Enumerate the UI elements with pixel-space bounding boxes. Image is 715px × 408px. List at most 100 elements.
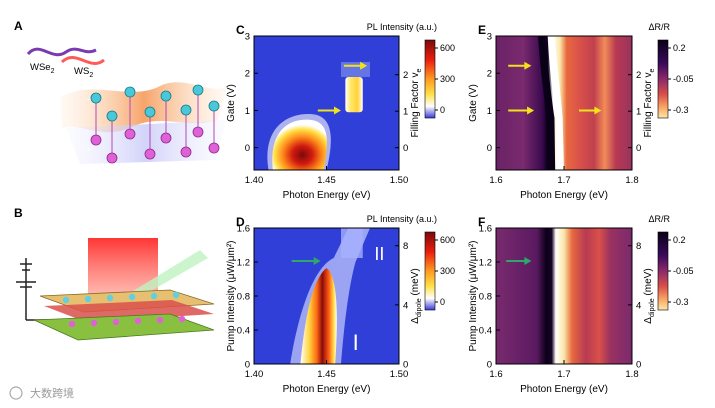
y-tick-label: 2 xyxy=(245,69,250,80)
arrow-filling-1-head xyxy=(527,106,535,115)
electron-dot xyxy=(84,295,92,303)
y2-tick-label: 1 xyxy=(636,107,641,118)
y-tick-label: 0 xyxy=(245,360,250,371)
colorbar-tick-label: 0.2 xyxy=(673,43,686,53)
electron-dot xyxy=(106,294,114,302)
y-tick-label: 1 xyxy=(245,106,250,117)
watermark-logo-icon xyxy=(9,386,23,400)
panel-label-c: C xyxy=(236,23,245,37)
hole-dot xyxy=(124,128,136,140)
y-tick-label: 1.2 xyxy=(479,258,492,269)
y2-label-text: Δ xyxy=(643,317,654,324)
y2-tick-label: 8 xyxy=(403,241,408,252)
colorbar-tick-label: -0.3 xyxy=(673,105,689,115)
heatmap-e xyxy=(496,36,632,170)
electron-dot xyxy=(160,90,172,102)
heatmap-f xyxy=(496,228,632,364)
pl-correlated-peak xyxy=(345,76,363,113)
colorbar-title: PL Intensity (a.u.) xyxy=(367,22,437,32)
pl-faint-peak xyxy=(341,228,363,258)
watermark: 大数跨境 xyxy=(9,386,74,400)
colorbar xyxy=(657,231,669,311)
hole-dot xyxy=(112,318,120,326)
reflectance-peak xyxy=(547,36,564,170)
y-axis-label: Gate (V) xyxy=(468,84,479,122)
hole-dot xyxy=(134,317,142,325)
y-axis-label: Pump Intensity (μW/μm²) xyxy=(226,241,237,352)
layer-bottom-label: WS2 xyxy=(74,66,93,79)
y2-axis-label: Filling Factor ve xyxy=(643,68,656,137)
x-tick-label: 1.6 xyxy=(489,369,502,380)
colorbar-tick-label: 300 xyxy=(440,74,455,84)
x-axis-label: Photon Energy (eV) xyxy=(520,190,608,201)
panel-b: B xyxy=(14,206,215,341)
electron-dot xyxy=(128,293,136,301)
charge-lattice xyxy=(90,84,220,164)
hole-dot xyxy=(106,152,118,164)
y-tick-label: 1.2 xyxy=(237,258,250,269)
arrow-filling-2-head xyxy=(360,61,368,70)
y-tick-label: 1 xyxy=(487,106,492,117)
reflectance-dip xyxy=(538,36,556,170)
y-axis-label: Gate (V) xyxy=(226,84,237,122)
colorbar-title: ΔR/R xyxy=(648,214,670,224)
pl-main-peak xyxy=(272,119,327,170)
y-tick-label: 0.4 xyxy=(237,326,250,337)
layer-top-label: WSe2 xyxy=(30,62,55,75)
panel-label-e: E xyxy=(478,23,486,37)
y-tick-label: 3 xyxy=(487,32,492,43)
y-tick-label: 0.4 xyxy=(479,326,492,337)
arrow-filling-1-head xyxy=(334,106,341,115)
x-axis-label: Photon Energy (eV) xyxy=(283,384,371,395)
hole-dot xyxy=(90,319,98,327)
electron-charge-sign: − xyxy=(86,95,91,104)
arrow-pump-threshold-head xyxy=(313,257,321,265)
colorbar-tick-label: 600 xyxy=(440,235,455,245)
y2-label-unit: (meV) xyxy=(643,268,654,298)
electron-dot xyxy=(144,106,156,118)
electron-dot xyxy=(192,84,204,96)
hole-dot xyxy=(178,315,186,323)
y-tick-label: 0 xyxy=(245,143,250,154)
colorbar-tick-label: 0 xyxy=(440,297,445,307)
hole-dot xyxy=(68,320,76,328)
y2-tick-label: 2 xyxy=(636,70,641,81)
electron-dot xyxy=(124,86,136,98)
colorbar-tick-label: 600 xyxy=(440,43,455,53)
electron-dot xyxy=(106,110,118,122)
y2-tick-label: 2 xyxy=(403,70,408,81)
hole-dot xyxy=(208,142,220,154)
pl-faint-peak xyxy=(341,62,370,77)
ws2-strand-icon xyxy=(60,55,105,65)
lattice-charges xyxy=(62,291,186,328)
heatmap-background xyxy=(496,228,632,364)
y2-label-sub: e xyxy=(649,68,656,72)
panel-label-d: D xyxy=(236,215,245,229)
y2-tick-label: 1 xyxy=(403,107,408,118)
y-tick-label: 0 xyxy=(487,143,492,154)
hole-dot xyxy=(180,146,192,158)
electron-dot xyxy=(180,104,192,116)
panel-label-b: B xyxy=(14,206,23,220)
y2-tick-label: 0 xyxy=(403,360,408,371)
charge-glyphs: − + xyxy=(86,95,91,154)
y-tick-label: 0 xyxy=(487,360,492,371)
x-tick-label: 1.6 xyxy=(489,175,502,186)
pl-main-peak xyxy=(300,268,337,364)
panel-label-a: A xyxy=(14,19,23,33)
colorbar xyxy=(424,231,436,311)
x-tick-label: 1.45 xyxy=(317,175,336,186)
y2-label-text: Filling Factor v xyxy=(643,72,654,137)
panel-c: C 1.40 1.45 1.50 Photon Energy (eV) 0 1 2 3 Gate … xyxy=(226,22,455,201)
x-axis-label: Photon Energy (eV) xyxy=(283,190,371,201)
x-axis-label: Photon Energy (eV) xyxy=(520,384,608,395)
y2-axis-label: Filling Factor ve xyxy=(410,68,423,137)
probe-beam xyxy=(125,250,208,302)
hole-dot xyxy=(192,126,204,138)
y2-label-unit: (meV) xyxy=(410,268,421,298)
x-tick-label: 1.8 xyxy=(625,369,638,380)
colorbar-tick-label: 300 xyxy=(440,266,455,276)
y2-tick-label: 8 xyxy=(636,241,641,252)
